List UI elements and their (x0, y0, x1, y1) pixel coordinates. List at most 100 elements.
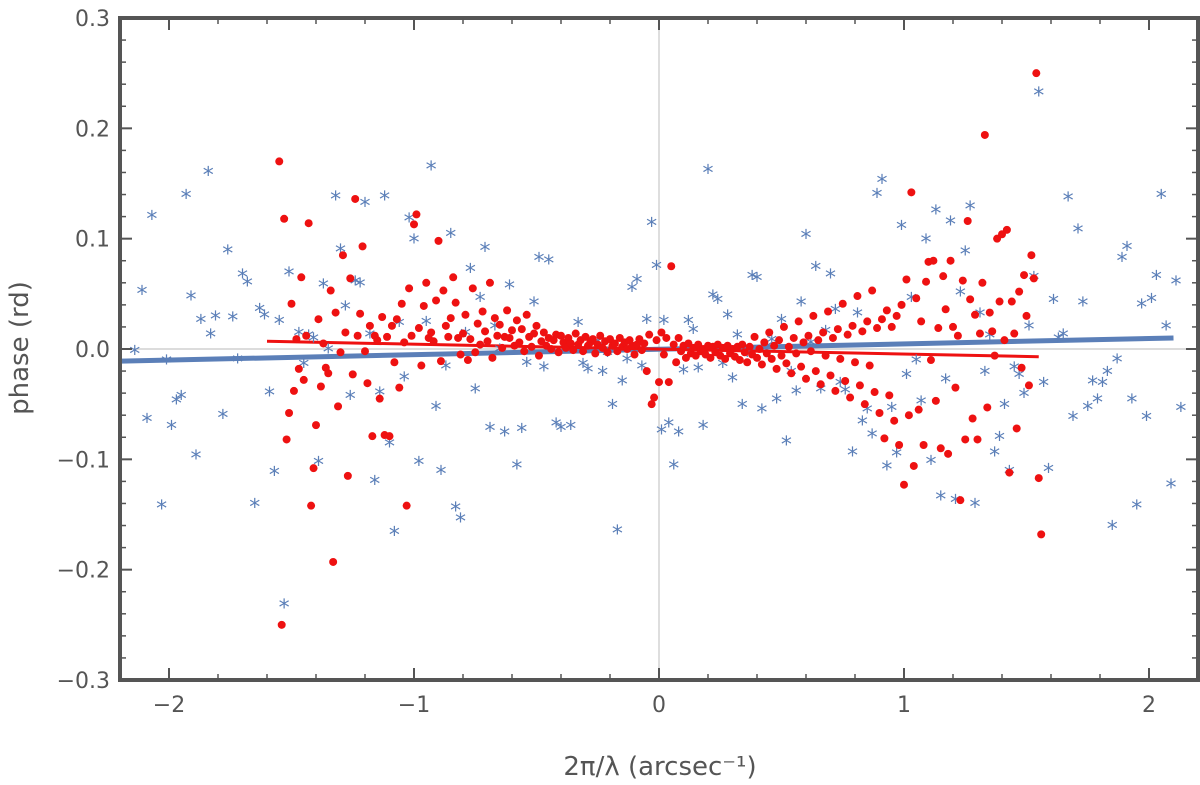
dot-point (441, 321, 450, 330)
dot-point (488, 353, 497, 362)
ticks (119, 17, 1199, 681)
star-point: * (156, 497, 167, 522)
star-point: * (732, 327, 743, 352)
dot-point (941, 305, 950, 314)
star-point: * (678, 362, 689, 387)
dot-point (753, 353, 761, 362)
star-point: * (543, 252, 554, 277)
dot-point (351, 194, 360, 203)
dot-point (434, 236, 443, 245)
dot-point (824, 307, 833, 316)
star-point: * (264, 384, 275, 409)
star-point: * (876, 171, 887, 196)
star-point: * (511, 457, 522, 482)
star-point: * (308, 330, 319, 355)
dot-point (782, 359, 791, 368)
star-point: * (279, 596, 290, 621)
dot-point (983, 403, 992, 412)
star-point: * (752, 269, 763, 294)
star-point: * (617, 373, 628, 398)
dot-point (757, 360, 766, 369)
star-point: * (1033, 84, 1044, 109)
star-point: * (350, 273, 361, 298)
star-point: * (345, 388, 356, 413)
dot-point (877, 315, 886, 324)
dot-point (282, 435, 291, 444)
dot-point (569, 346, 578, 355)
dot-point (980, 130, 989, 139)
dot-point (902, 275, 911, 284)
star-point: * (925, 453, 936, 478)
star-point: * (712, 292, 723, 317)
y-tick-label: 0.0 (75, 338, 110, 363)
star-point: * (945, 213, 956, 238)
dot-point (841, 376, 850, 385)
star-point: * (1156, 187, 1167, 212)
dot-point (971, 310, 980, 319)
star-point: * (222, 242, 233, 267)
dot-point (405, 284, 414, 293)
star-point: * (450, 499, 461, 524)
dot-point (931, 396, 940, 405)
star-point: * (1014, 367, 1025, 392)
star-point: * (399, 369, 410, 394)
dot-point (547, 345, 556, 353)
dot-point (520, 347, 529, 356)
dot-point (277, 620, 286, 629)
dot-point (767, 354, 776, 363)
dot-point (456, 350, 465, 359)
dot-point (919, 440, 928, 449)
dot-point (1017, 363, 1026, 372)
star-point: * (1117, 250, 1128, 275)
star-point: * (994, 428, 1005, 453)
dot-point (843, 330, 852, 339)
dot-point (630, 350, 639, 359)
star-point: * (445, 225, 456, 250)
dot-point (853, 292, 862, 301)
star-point: * (742, 345, 753, 370)
dot-point (392, 315, 401, 324)
star-point: * (916, 393, 927, 418)
dot-point (387, 321, 396, 330)
dot-point (402, 501, 411, 510)
star-point: * (166, 417, 177, 442)
dot-point (936, 444, 945, 453)
star-point: * (688, 321, 699, 346)
dot-point (794, 317, 803, 326)
y-tick-label: −0.1 (57, 448, 110, 473)
dot-point (390, 358, 399, 367)
star-point: * (1023, 318, 1034, 343)
dot-point (395, 383, 404, 392)
star-point: * (237, 266, 248, 291)
dot-point (772, 364, 781, 373)
x-tick-label: −1 (398, 693, 430, 718)
star-point: * (369, 473, 380, 498)
x-axis-label: 2π/λ (arcsec⁻¹) (563, 752, 756, 782)
dot-point (596, 331, 605, 340)
star-point: * (360, 194, 371, 219)
dot-point (610, 339, 619, 348)
dot-point (804, 331, 813, 340)
star-point: * (737, 396, 748, 421)
star-point: * (176, 388, 187, 413)
dot-point (922, 277, 931, 286)
dot-point (978, 278, 987, 287)
dot-point (939, 272, 948, 281)
dot-point (900, 480, 908, 489)
dot-point (319, 339, 328, 348)
star-point: * (190, 447, 201, 472)
dot-point (1034, 474, 1043, 483)
dot-point (799, 338, 808, 347)
dot-point (302, 331, 311, 340)
dot-point (775, 336, 784, 345)
star-point: * (1136, 296, 1147, 321)
star-point: * (707, 287, 718, 312)
star-point: * (470, 381, 481, 406)
dot-point (949, 322, 957, 331)
star-point: * (651, 257, 662, 282)
star-point: * (298, 356, 309, 381)
star-point: * (318, 276, 329, 301)
dot-point (762, 349, 771, 358)
dot-point (353, 331, 362, 340)
dot-point (432, 296, 441, 305)
